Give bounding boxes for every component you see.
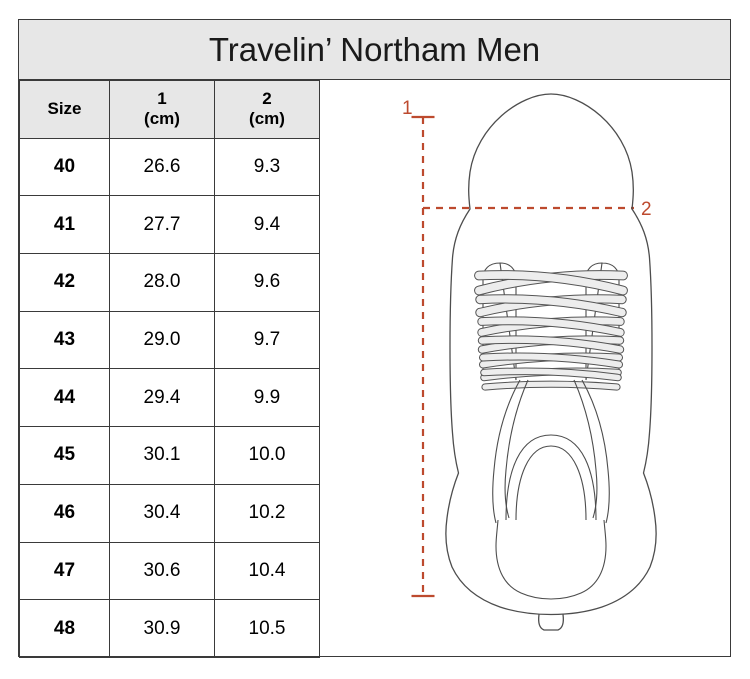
svg-text:2: 2	[641, 199, 652, 220]
svg-text:1: 1	[402, 98, 413, 119]
